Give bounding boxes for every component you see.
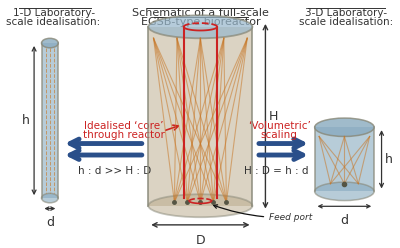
Text: EGSB-type bioreactor: EGSB-type bioreactor [140,17,260,27]
Text: H: H [269,110,278,123]
Ellipse shape [42,38,58,48]
Text: Idealised ‘core’: Idealised ‘core’ [84,121,164,130]
Ellipse shape [148,15,252,38]
Text: h : d >> H : D: h : d >> H : D [78,166,152,176]
Text: through reactor: through reactor [83,130,165,140]
Bar [148,27,252,206]
Text: h: h [22,114,30,127]
Text: Schematic of a full-scale: Schematic of a full-scale [132,8,269,18]
Ellipse shape [315,118,374,136]
Bar [315,127,374,191]
Text: d: d [46,216,54,229]
Text: scale idealisation:: scale idealisation: [6,17,101,27]
Text: 1-D Laboratory-: 1-D Laboratory- [12,8,95,18]
Bar [42,43,58,198]
Text: Feed port: Feed port [214,205,312,222]
Ellipse shape [148,194,252,217]
Text: D: D [196,234,205,248]
Text: 3-D Laboratory-: 3-D Laboratory- [305,8,387,18]
Text: scale idealisation:: scale idealisation: [299,17,393,27]
Text: d: d [340,214,348,227]
Text: ‘Volumetric’: ‘Volumetric’ [248,121,311,130]
Ellipse shape [42,193,58,203]
Text: h: h [385,153,393,166]
Text: H : D = h : d: H : D = h : d [244,166,309,176]
Ellipse shape [315,182,374,201]
Text: scaling: scaling [261,130,298,140]
